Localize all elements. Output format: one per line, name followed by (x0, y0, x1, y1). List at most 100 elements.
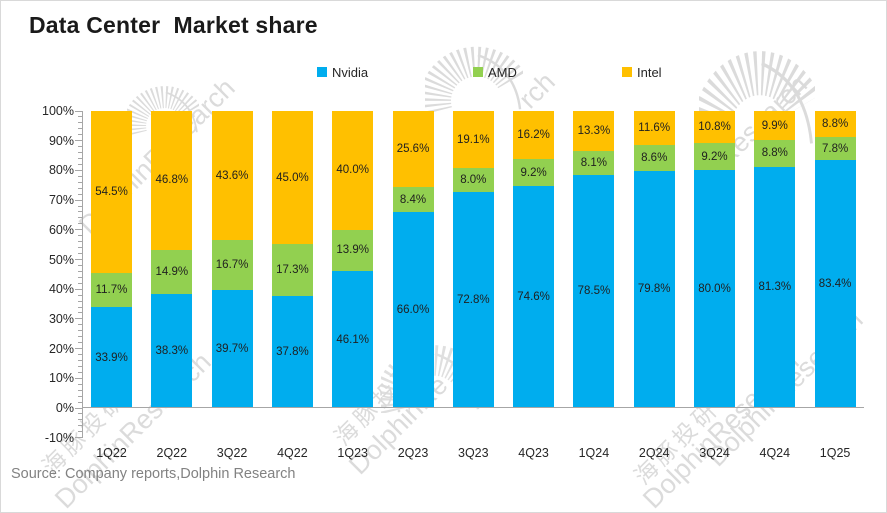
bar-value-label: 81.3% (758, 281, 792, 294)
bar-value-label: 8.8% (761, 147, 788, 160)
bar-segment-intel (814, 111, 856, 138)
legend-item-nvidia: Nvidia (317, 65, 368, 80)
y-tick-label: 70% (48, 193, 74, 208)
bar-value-label: 10.8% (698, 121, 731, 134)
bar-segment-intel (211, 111, 253, 241)
y-axis-tick (75, 110, 82, 112)
y-axis-tick (78, 181, 82, 183)
bar-segment-amd (694, 143, 735, 171)
y-axis-tick (78, 146, 82, 148)
bar-segment-amd (271, 244, 313, 296)
x-axis-label: 3Q24 (699, 446, 730, 460)
y-axis-tick (78, 330, 82, 332)
y-axis-tick (78, 324, 82, 326)
bar-segment-amd (814, 137, 856, 161)
y-tick-label: 90% (48, 133, 74, 148)
x-axis-label: 1Q25 (819, 446, 851, 460)
bar-segment-nvidia (211, 290, 253, 408)
legend-item-amd: AMD (473, 64, 517, 80)
bar-segment-amd (392, 187, 434, 212)
y-axis-tick (75, 169, 82, 171)
bar-segment-nvidia (452, 191, 494, 408)
y-axis-tick (75, 288, 82, 290)
y-axis-tick (78, 205, 82, 207)
y-axis-tick (78, 217, 82, 219)
bar-value-label: 78.5% (577, 285, 611, 298)
bar-segment-nvidia (573, 174, 615, 408)
y-axis (82, 111, 83, 438)
x-axis-label: 1Q23 (337, 446, 368, 460)
y-axis-tick (75, 199, 82, 201)
bar-value-label: 46.8% (155, 174, 189, 187)
bar-value-label: 11.7% (95, 283, 128, 296)
x-axis-label: 4Q22 (277, 446, 308, 460)
bar-segment-nvidia (513, 186, 555, 408)
y-axis-tick (78, 253, 82, 255)
bar-segment-amd (513, 159, 555, 187)
y-axis-tick (78, 134, 82, 136)
bar-segment-nvidia (151, 294, 193, 408)
bar-segment-nvidia (91, 307, 132, 408)
bar-value-label: 8.0% (460, 173, 487, 186)
bar-value-label: 19.1% (456, 133, 490, 146)
bar-segment-amd (452, 168, 494, 192)
y-axis-tick (78, 187, 82, 189)
x-axis-label: 4Q23 (518, 446, 549, 460)
y-axis-tick (75, 437, 82, 439)
bar-value-label: 79.8% (637, 283, 671, 296)
bar-value-label: 17.3% (276, 264, 309, 277)
bar-value-label: 33.9% (95, 351, 128, 364)
legend-swatch-intel (622, 67, 632, 77)
bar-segment-amd (633, 145, 675, 171)
bar-segment-amd (573, 150, 615, 175)
y-axis-tick (78, 419, 82, 421)
y-axis-tick (78, 371, 82, 373)
bar-value-label: 39.7% (215, 343, 249, 356)
y-axis-tick (78, 365, 82, 367)
y-axis-tick (75, 318, 82, 320)
bar-segment-amd (151, 249, 193, 295)
bar-value-label: 83.4% (818, 278, 852, 291)
y-axis-tick (78, 312, 82, 314)
y-axis-tick (78, 122, 82, 124)
bar-value-label: 9.2% (701, 150, 728, 163)
bar-value-label: 46.1% (336, 333, 369, 346)
bar-value-label: 13.3% (577, 125, 611, 138)
legend-swatch-amd (473, 67, 483, 77)
bar-segment-intel (271, 110, 313, 245)
y-axis-tick (78, 158, 82, 160)
y-tick-label: -10% (44, 430, 74, 445)
y-axis-tick (78, 425, 82, 427)
bar-value-label: 11.6% (638, 122, 671, 135)
bar-value-label: 74.6% (517, 291, 550, 304)
y-axis-tick (78, 294, 82, 296)
y-axis-tick (78, 336, 82, 338)
x-axis-label: 2Q23 (397, 446, 429, 460)
bar-value-label: 9.9% (761, 119, 788, 132)
y-axis-tick (75, 348, 82, 350)
legend-swatch-nvidia (317, 67, 327, 77)
y-tick-label: 80% (48, 163, 74, 178)
bar-segment-nvidia (633, 170, 675, 408)
bar-segment-intel (633, 111, 675, 146)
x-axis-label: 3Q22 (216, 446, 248, 460)
bar-value-label: 80.0% (698, 283, 731, 296)
bar-segment-nvidia (271, 295, 313, 408)
legend-label-amd: AMD (488, 64, 517, 80)
y-axis-tick (78, 175, 82, 177)
x-axis-label: 1Q24 (578, 446, 610, 460)
x-axis-label: 2Q24 (638, 446, 670, 460)
bar-value-label: 43.6% (215, 169, 249, 182)
y-axis-tick (75, 259, 82, 260)
bar-value-label: 16.7% (215, 259, 249, 272)
y-axis-tick (78, 389, 82, 391)
y-axis-tick (78, 342, 82, 344)
bar-segment-intel (694, 111, 735, 144)
y-axis-tick (75, 377, 82, 379)
y-axis-tick (78, 276, 82, 278)
y-axis-tick (78, 300, 82, 302)
x-axis-label: 4Q24 (759, 446, 791, 460)
bar-segment-amd (332, 229, 374, 272)
y-axis-tick (78, 235, 82, 237)
